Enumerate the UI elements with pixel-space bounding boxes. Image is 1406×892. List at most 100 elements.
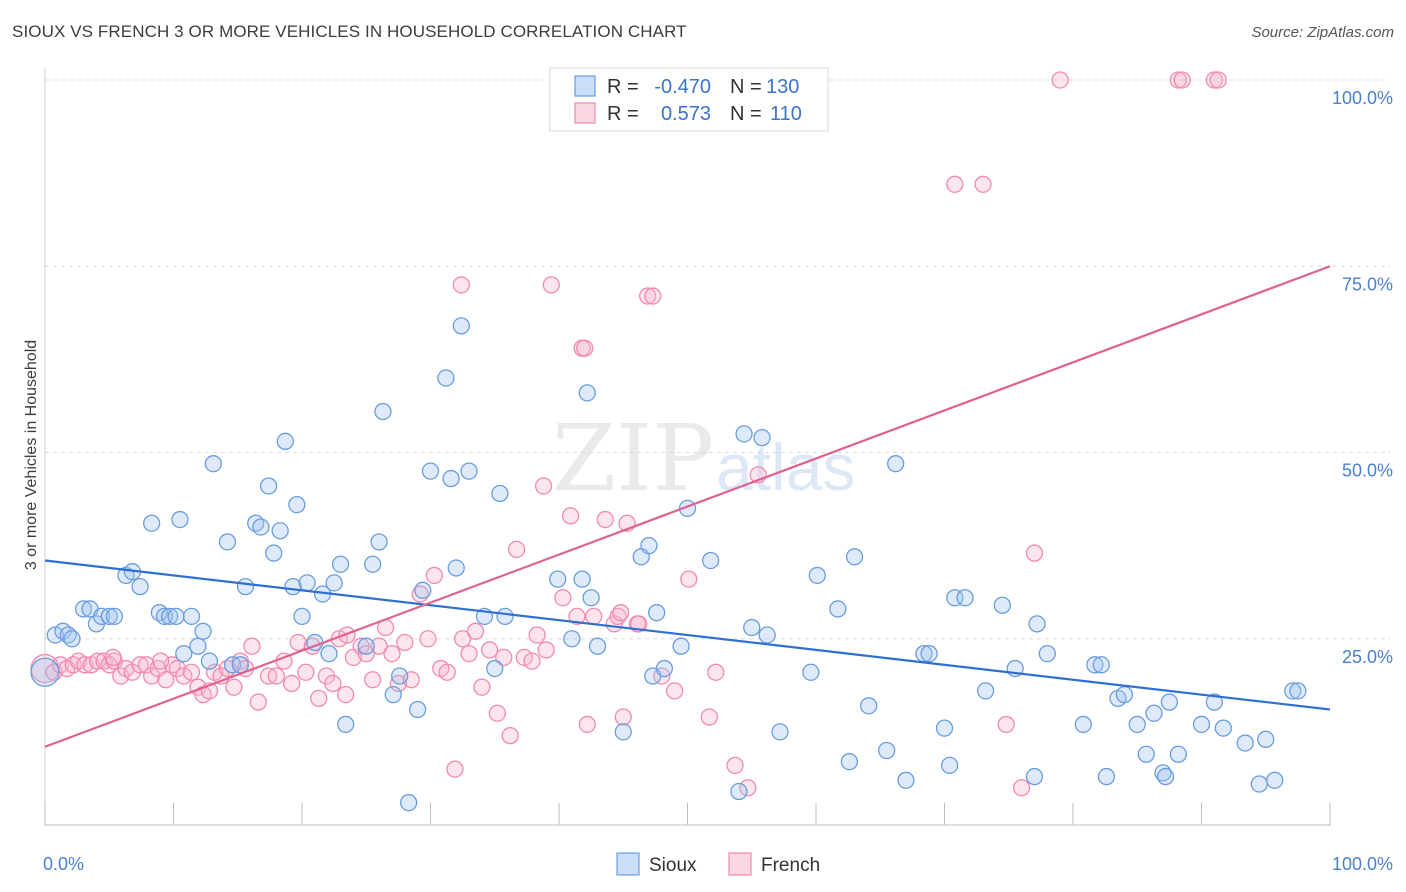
sioux-point (648, 604, 666, 622)
sioux-point (1097, 767, 1116, 786)
sioux-trend-line (44, 559, 1331, 711)
y-tick-label-3: 100.0% (1332, 88, 1393, 108)
sioux-point (1115, 685, 1134, 704)
legend-n-label-sioux: N = (730, 76, 762, 98)
y-tick-label-0: 25.0% (1342, 647, 1393, 667)
legend-swatch-sioux (574, 75, 596, 97)
sioux-point (614, 723, 632, 741)
sioux-point (1028, 615, 1046, 633)
french-point (542, 276, 560, 294)
y-tick-label-1: 50.0% (1342, 461, 1393, 481)
french-point (289, 633, 307, 652)
french-point (974, 175, 992, 193)
french-point (76, 656, 94, 674)
bottom-legend-swatch-french (728, 852, 752, 876)
trend-lines (44, 265, 1331, 748)
sioux-point (549, 570, 567, 588)
sioux-point (1137, 745, 1155, 763)
french-point (726, 756, 744, 775)
sioux-point (582, 589, 600, 607)
legend-n-value-french: 110 (770, 103, 802, 125)
sioux-point (845, 548, 864, 566)
french-point (225, 678, 243, 696)
french-point (1051, 71, 1069, 89)
sioux-point (956, 589, 974, 607)
french-point (1169, 71, 1188, 89)
french-point (267, 667, 285, 685)
french-point (554, 589, 572, 607)
french-point (507, 540, 526, 558)
french-point (997, 715, 1015, 734)
y-tick-label-2: 75.0% (1342, 274, 1393, 294)
sioux-point (860, 697, 878, 715)
sioux-point (578, 384, 596, 402)
bottom-legend-label-french: French (761, 855, 820, 876)
sioux-point (288, 495, 306, 514)
sioux-point (563, 630, 581, 648)
sioux-point (1250, 775, 1268, 793)
french-point (946, 175, 964, 193)
sioux-point (400, 794, 418, 812)
sioux-point (194, 622, 212, 640)
french-point (370, 637, 388, 655)
french-point (528, 626, 546, 644)
sioux-point (276, 432, 294, 450)
sioux-point (414, 581, 432, 599)
french-point (488, 704, 506, 722)
sioux-point (735, 425, 753, 443)
watermark-zip: ZIP (552, 405, 714, 512)
sioux-point (74, 600, 93, 618)
sioux-point (1257, 730, 1275, 748)
french-point (480, 641, 499, 659)
sioux-point (840, 753, 859, 771)
sioux-point (437, 369, 455, 387)
sioux-point (252, 518, 270, 536)
french-point (739, 779, 757, 797)
sioux-point (200, 652, 219, 670)
sioux-point (63, 630, 81, 648)
sioux-point (189, 637, 207, 655)
sioux-point (802, 663, 820, 681)
sioux-point (496, 607, 514, 626)
legend-n-label-french: N = (730, 103, 762, 125)
sioux-point (100, 607, 118, 626)
french-point (614, 708, 632, 726)
french-point (1025, 544, 1044, 562)
sioux-point (175, 645, 193, 663)
sioux-point (1038, 645, 1056, 663)
sioux-point (364, 555, 382, 573)
sioux-point (1092, 656, 1110, 674)
x-tick-label-1: 100.0% (1332, 854, 1393, 874)
sioux-point (204, 455, 222, 473)
french-point (700, 708, 718, 726)
legend-swatch-french (574, 102, 596, 124)
sioux-point (131, 577, 149, 596)
sioux-point (1074, 715, 1092, 734)
french-point (151, 652, 170, 670)
source-label: Source: ZipAtlas.com (1251, 24, 1394, 41)
sioux-point (640, 536, 658, 555)
sioux-point (374, 402, 392, 421)
french-point (666, 682, 684, 700)
sioux-point (1214, 719, 1232, 737)
french-point (612, 604, 630, 622)
sioux-point (1205, 693, 1223, 711)
sioux-point (167, 607, 185, 626)
french-point (104, 648, 122, 667)
sioux-point (442, 469, 460, 488)
sioux-point (1025, 767, 1044, 786)
legend-r-value-sioux: -0.470 (654, 76, 711, 98)
sioux-point (259, 477, 278, 495)
legend-r-value-french: 0.573 (661, 103, 711, 125)
french-point (446, 760, 464, 778)
bottom-legend: Sioux French (616, 852, 820, 876)
french-point (1209, 71, 1227, 89)
sioux-point (105, 607, 124, 626)
sioux-point (743, 618, 761, 637)
french-point (568, 607, 586, 626)
sioux-point (265, 544, 283, 562)
sioux-point (325, 574, 343, 592)
sioux-point (771, 723, 789, 741)
sioux-point (298, 574, 316, 592)
sioux-point (384, 685, 402, 704)
